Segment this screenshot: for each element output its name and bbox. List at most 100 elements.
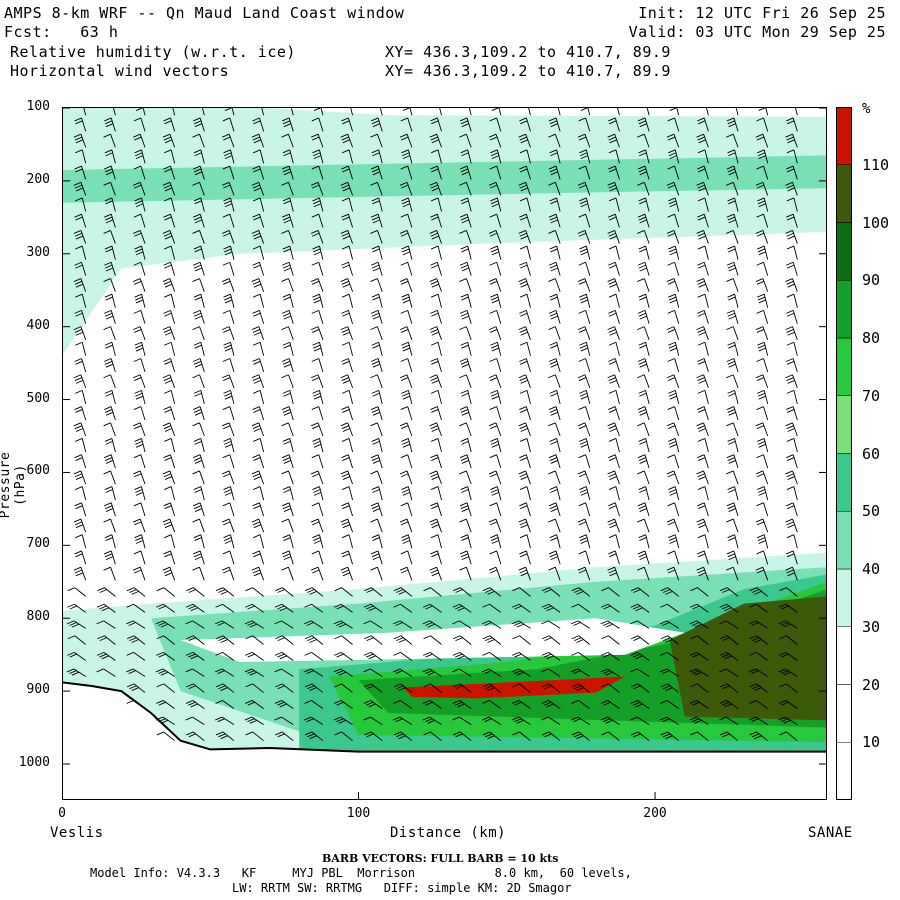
barb-flag [786, 454, 794, 459]
wind-barb [519, 534, 531, 549]
barb-flag [401, 245, 409, 250]
wind-barb [341, 245, 354, 260]
wind-barb [637, 133, 650, 148]
barb-flag [721, 653, 730, 658]
wind-barb [541, 683, 561, 693]
wind-barb [340, 374, 354, 389]
barb-flag [749, 683, 757, 688]
barb-flag [697, 486, 706, 490]
barb-shaft [193, 587, 205, 597]
wind-barb [303, 620, 324, 629]
barb-flag [73, 230, 82, 234]
barb-flag [430, 117, 438, 122]
barb-flag [313, 440, 321, 445]
wind-barb [304, 587, 324, 597]
barb-shaft [110, 214, 116, 228]
barb-flag [253, 428, 262, 432]
barb-shaft [170, 149, 176, 164]
barb-flag [724, 607, 732, 612]
barb-flag [134, 486, 142, 490]
barb-shaft [407, 406, 413, 421]
barb-flag [341, 245, 350, 250]
barb-flag [549, 168, 558, 173]
barb-shaft [585, 262, 591, 276]
barb-flag [131, 687, 139, 692]
barb-flag [751, 589, 760, 593]
barb-shaft [228, 230, 235, 244]
barb-flag [74, 136, 83, 141]
barb-flag [459, 518, 467, 523]
wind-barb [399, 422, 413, 437]
barb-shaft [645, 294, 650, 308]
barb-flag [371, 216, 380, 221]
wind-barb [519, 293, 531, 308]
barb-shaft [555, 117, 561, 132]
wind-barb [727, 245, 739, 260]
barb-flag [282, 264, 291, 269]
wind-barb [193, 213, 205, 228]
barb-shaft [377, 454, 383, 469]
barb-flag [400, 473, 409, 478]
wind-barb [186, 683, 205, 693]
barb-flag [368, 607, 376, 612]
barb-flag [778, 620, 786, 625]
barb-flag [608, 377, 616, 381]
barb-flag [485, 637, 493, 642]
barb-flag [281, 502, 290, 507]
wind-barb [667, 213, 680, 228]
barb-flag [218, 637, 226, 642]
barb-flag [224, 344, 232, 349]
wind-barb [66, 620, 86, 629]
barb-flag [696, 133, 704, 138]
barb-shaft [459, 668, 472, 677]
wind-barb [223, 245, 235, 260]
barb-shaft [584, 470, 591, 485]
barb-flag [74, 117, 82, 122]
wind-barb [600, 620, 620, 629]
barb-shaft [585, 406, 591, 421]
barb-flag [401, 296, 410, 301]
barb-flag [549, 486, 557, 490]
barb-flag [519, 486, 528, 490]
wind-barb [304, 683, 324, 693]
wind-barb [334, 731, 353, 742]
barb-flag [460, 389, 468, 394]
barb-flag [694, 719, 702, 724]
barb-flag [544, 733, 552, 738]
wind-barb [223, 389, 235, 405]
barb-shaft [228, 182, 235, 196]
barb-flag [134, 293, 142, 298]
barb-flag [372, 508, 381, 512]
wind-barb [370, 406, 383, 421]
barb-shaft [526, 438, 531, 453]
barb-flag [400, 377, 409, 381]
barb-flag [600, 716, 608, 721]
wind-barb [607, 326, 620, 340]
barb-flag [724, 703, 732, 708]
barb-flag [607, 566, 615, 571]
barb-flag [252, 521, 261, 526]
barb-flag [577, 470, 586, 475]
wind-barb [401, 341, 413, 356]
wind-barb [73, 518, 87, 533]
barb-flag [430, 184, 438, 189]
barb-flag [571, 700, 579, 704]
barb-shaft [792, 567, 798, 581]
barb-flag [541, 683, 550, 688]
barb-shaft [734, 245, 739, 260]
barb-shaft [311, 731, 324, 742]
barb-flag [484, 622, 492, 626]
barb-flag [490, 152, 499, 157]
barb-flag [222, 550, 231, 555]
barb-flag [223, 486, 231, 490]
barb-shaft [288, 470, 294, 485]
barb-flag [341, 184, 349, 189]
barb-shaft [459, 587, 472, 597]
barb-flag [247, 605, 255, 610]
wind-barb [757, 245, 769, 260]
barb-shaft [74, 603, 86, 613]
barb-flag [544, 701, 552, 706]
barb-flag [427, 623, 435, 628]
wind-barb [429, 470, 442, 485]
barb-shaft [288, 550, 294, 565]
